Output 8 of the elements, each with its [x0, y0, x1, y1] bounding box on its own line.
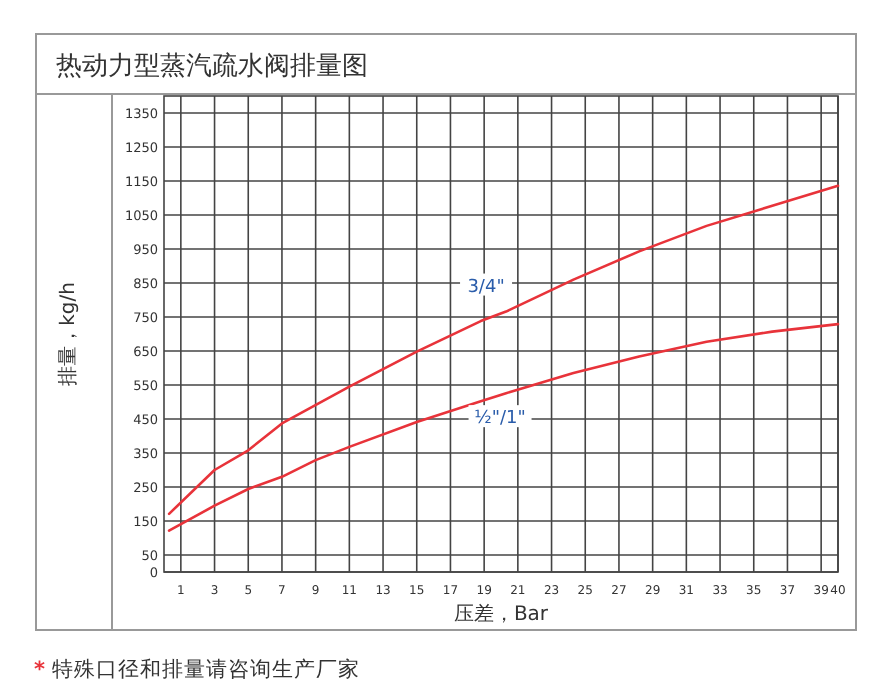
- y-axis-title: 排量，kg/h: [56, 282, 80, 386]
- text: * 特殊口径和排量请咨询生产厂家: [34, 656, 360, 682]
- x-axis-title: 压差，Bar: [453, 602, 550, 626]
- chart-title: 热动力型蒸汽疏水阀排量图: [56, 52, 368, 82]
- line-series: [167, 184, 840, 516]
- series-label: ½"/1": [474, 409, 526, 430]
- line-series: [167, 322, 840, 532]
- series-label: 3/4": [467, 277, 505, 298]
